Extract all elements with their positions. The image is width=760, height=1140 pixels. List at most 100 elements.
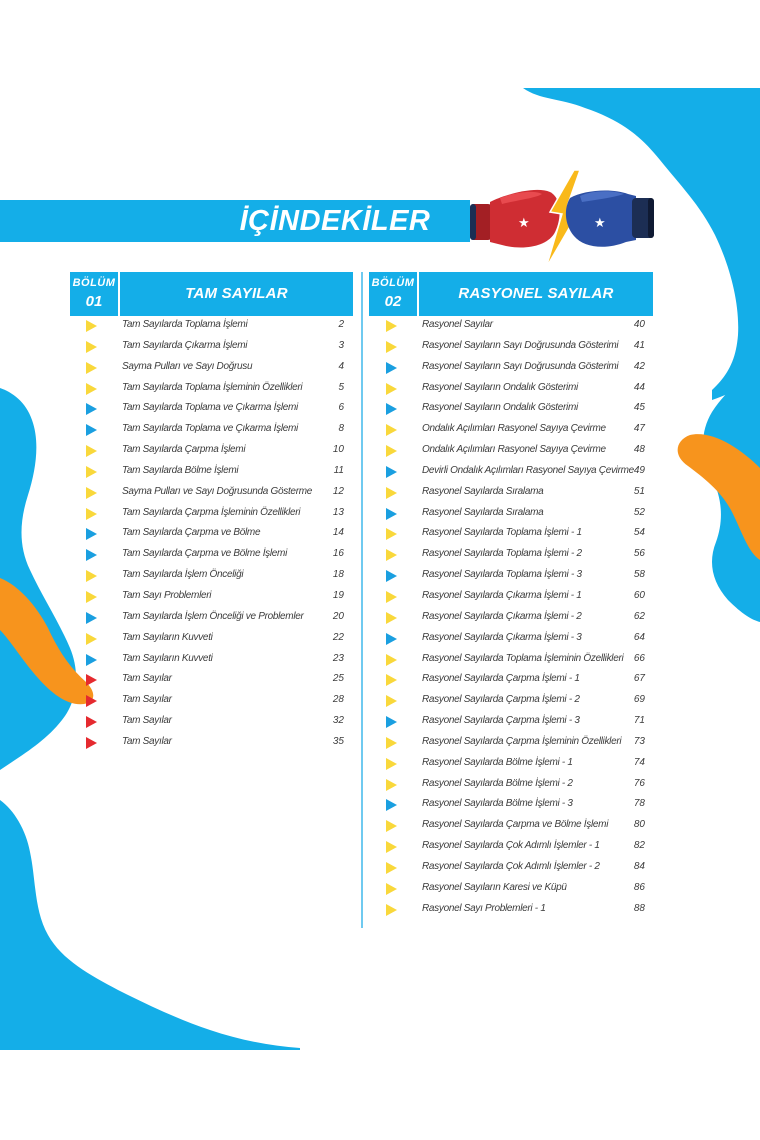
toc-entry[interactable]: Tam Sayılarda Toplama ve Çıkarma İşlemi 6	[86, 398, 344, 419]
toc-entry-title: Rasyonel Sayılarda Çarpma İşlemi - 1	[422, 673, 580, 685]
toc-entry[interactable]: Rasyonel Sayıların Ondalık Gösterimi 45	[386, 398, 645, 419]
section-header-2: BÖLÜM 02 RASYONEL SAYILAR	[369, 272, 653, 316]
toc-entry-title: Rasyonel Sayılarda Çarpma İşlemi - 2	[422, 694, 580, 706]
toc-list-1: Tam Sayılarda Toplama İşlemi 2 Tam Sayılar…	[86, 315, 344, 753]
triangle-marker-icon	[86, 632, 97, 645]
toc-entry[interactable]: Tam Sayılarda Çıkarma İşlemi 3	[86, 336, 344, 357]
toc-entry[interactable]: Rasyonel Sayıların Sayı Doğrusunda Göste…	[386, 336, 645, 357]
left-orange-swoosh	[0, 578, 94, 705]
toc-entry-page: 73	[633, 735, 645, 747]
toc-entry-title: Rasyonel Sayılarda Bölme İşlemi - 1	[422, 756, 573, 768]
toc-entry-page: 11	[333, 464, 344, 476]
toc-entry-page: 69	[633, 694, 645, 706]
toc-entry-page: 32	[332, 715, 344, 727]
toc-entry-page: 76	[633, 777, 645, 789]
toc-list-2: Rasyonel Sayılar 40 Rasyonel Sayıların Say…	[386, 315, 645, 919]
toc-entry[interactable]: Ondalık Açılımları Rasyonel Sayıya Çevir…	[386, 440, 645, 461]
toc-entry-title: Rasyonel Sayıların Ondalık Gösterimi	[422, 381, 578, 393]
toc-entry-page: 40	[633, 319, 645, 330]
toc-entry-title: Rasyonel Sayıların Karesi ve Küpü	[422, 881, 567, 893]
toc-entry[interactable]: Sayma Pulları ve Sayı Doğrusunda Gösterm…	[86, 482, 344, 503]
toc-entry[interactable]: Rasyonel Sayılarda Çarpma İşlemi - 3 71	[386, 711, 645, 732]
toc-entry-page: 58	[633, 569, 645, 581]
triangle-marker-icon	[386, 590, 397, 603]
toc-entry[interactable]: Tam Sayılar 32	[86, 711, 344, 732]
toc-entry-title: Rasyonel Sayılarda Toplama İşlemi - 3	[422, 569, 582, 581]
toc-entry[interactable]: Tam Sayıların Kuvveti 23	[86, 649, 344, 670]
toc-entry[interactable]: Rasyonel Sayılarda Çıkarma İşlemi - 2 62	[386, 607, 645, 628]
toc-entry-page: 62	[633, 610, 645, 622]
toc-entry[interactable]: Rasyonel Sayılarda Çarpma İşlemi - 2 69	[386, 690, 645, 711]
toc-entry[interactable]: Tam Sayılarda Bölme İşlemi 11	[86, 461, 344, 482]
toc-entry-page: 66	[633, 652, 645, 664]
toc-entry-title: Rasyonel Sayılarda Çıkarma İşlemi - 3	[422, 631, 582, 643]
toc-entry[interactable]: Tam Sayılarda Çarpma İşleminin Özellikle…	[86, 503, 344, 524]
toc-entry[interactable]: Rasyonel Sayıların Sayı Doğrusunda Göste…	[386, 357, 645, 378]
toc-entry[interactable]: Ondalık Açılımları Rasyonel Sayıya Çevir…	[386, 419, 645, 440]
toc-entry[interactable]: Rasyonel Sayılarda Çok Adımlı İşlemler -…	[386, 836, 645, 857]
toc-entry-page: 80	[633, 819, 645, 831]
toc-entry-title: Rasyonel Sayılarda Çıkarma İşlemi - 1	[422, 589, 582, 601]
boxing-gloves-icon: ★ ★	[470, 169, 654, 269]
bottom-left-wave	[0, 800, 300, 1050]
toc-entry[interactable]: Tam Sayılarda Çarpma ve Bölme İşlemi 16	[86, 544, 344, 565]
toc-entry[interactable]: Rasyonel Sayıların Ondalık Gösterimi 44	[386, 378, 645, 399]
toc-entry[interactable]: Rasyonel Sayılarda Bölme İşlemi - 3 78	[386, 794, 645, 815]
toc-entry-page: 52	[633, 506, 645, 518]
triangle-marker-icon	[86, 653, 97, 666]
toc-entry-title: Sayma Pulları ve Sayı Doğrusu	[122, 360, 253, 372]
toc-entry[interactable]: Devirli Ondalık Açılımları Rasyonel Sayı…	[386, 461, 645, 482]
toc-entry-title: Rasyonel Sayılarda Çıkarma İşlemi - 2	[422, 610, 582, 622]
toc-entry[interactable]: Rasyonel Sayılarda Çok Adımlı İşlemler -…	[386, 857, 645, 878]
toc-entry[interactable]: Rasyonel Sayılar 40	[386, 315, 645, 336]
toc-entry[interactable]: Tam Sayı Problemleri 19	[86, 586, 344, 607]
toc-entry[interactable]: Rasyonel Sayı Problemleri - 1 88	[386, 899, 645, 920]
toc-entry[interactable]: Tam Sayıların Kuvveti 22	[86, 628, 344, 649]
toc-entry-title: Rasyonel Sayılarda Bölme İşlemi - 3	[422, 798, 573, 810]
toc-entry[interactable]: Rasyonel Sayılarda Toplama İşlemi - 1 54	[386, 523, 645, 544]
toc-entry-page: 8	[338, 423, 344, 435]
triangle-marker-icon	[86, 674, 97, 687]
triangle-marker-icon	[386, 549, 397, 562]
toc-entry[interactable]: Tam Sayılarda İşlem Önceliği 18	[86, 565, 344, 586]
triangle-marker-icon	[86, 716, 97, 729]
toc-entry-title: Tam Sayılarda Çıkarma İşlemi	[122, 339, 248, 351]
toc-entry[interactable]: Rasyonel Sayılarda Çarpma İşleminin Özel…	[386, 732, 645, 753]
toc-entry[interactable]: Rasyonel Sayılarda Bölme İşlemi - 2 76	[386, 774, 645, 795]
toc-entry[interactable]: Rasyonel Sayılarda Çarpma ve Bölme İşlem…	[386, 815, 645, 836]
toc-entry-page: 56	[633, 548, 645, 560]
toc-entry[interactable]: Sayma Pulları ve Sayı Doğrusu 4	[86, 357, 344, 378]
toc-entry-page: 71	[633, 715, 645, 727]
triangle-marker-icon	[86, 549, 97, 562]
toc-entry-page: 49	[633, 464, 645, 476]
toc-entry[interactable]: Tam Sayılarda Çarpma İşlemi 10	[86, 440, 344, 461]
toc-entry[interactable]: Tam Sayılar 35	[86, 732, 344, 753]
toc-entry[interactable]: Rasyonel Sayılarda Çıkarma İşlemi - 1 60	[386, 586, 645, 607]
toc-entry[interactable]: Rasyonel Sayılarda Sıralama 52	[386, 503, 645, 524]
toc-entry-title: Tam Sayılarda İşlem Önceliği	[122, 569, 244, 581]
toc-entry[interactable]: Tam Sayılarda Toplama İşleminin Özellikl…	[86, 378, 344, 399]
toc-entry-title: Rasyonel Sayılar	[422, 319, 493, 330]
triangle-marker-icon	[86, 611, 97, 624]
toc-entry[interactable]: Rasyonel Sayılarda Çıkarma İşlemi - 3 64	[386, 628, 645, 649]
toc-entry-page: 5	[338, 381, 344, 393]
toc-entry[interactable]: Rasyonel Sayılarda Toplama İşlemi - 3 58	[386, 565, 645, 586]
toc-entry[interactable]: Rasyonel Sayıların Karesi ve Küpü 86	[386, 878, 645, 899]
toc-entry[interactable]: Tam Sayılar 28	[86, 690, 344, 711]
toc-entry[interactable]: Tam Sayılarda Toplama İşlemi 2	[86, 315, 344, 336]
toc-entry[interactable]: Tam Sayılar 25	[86, 669, 344, 690]
toc-entry-page: 12	[332, 485, 344, 497]
toc-entry[interactable]: Rasyonel Sayılarda Çarpma İşlemi - 1 67	[386, 669, 645, 690]
triangle-marker-icon	[86, 528, 97, 541]
triangle-marker-icon	[86, 736, 97, 749]
toc-entry[interactable]: Rasyonel Sayılarda Toplama İşlemi - 2 56	[386, 544, 645, 565]
toc-entry[interactable]: Rasyonel Sayılarda Bölme İşlemi - 1 74	[386, 753, 645, 774]
toc-entry[interactable]: Rasyonel Sayılarda Toplama İşleminin Öze…	[386, 649, 645, 670]
toc-entry[interactable]: Tam Sayılarda İşlem Önceliği ve Probleml…	[86, 607, 344, 628]
toc-entry[interactable]: Tam Sayılarda Toplama ve Çıkarma İşlemi 8	[86, 419, 344, 440]
toc-entry[interactable]: Rasyonel Sayılarda Sıralama 51	[386, 482, 645, 503]
toc-entry-page: 45	[633, 402, 645, 414]
toc-entry[interactable]: Tam Sayılarda Çarpma ve Bölme 14	[86, 523, 344, 544]
triangle-marker-icon	[386, 716, 397, 729]
column-divider	[361, 272, 363, 928]
